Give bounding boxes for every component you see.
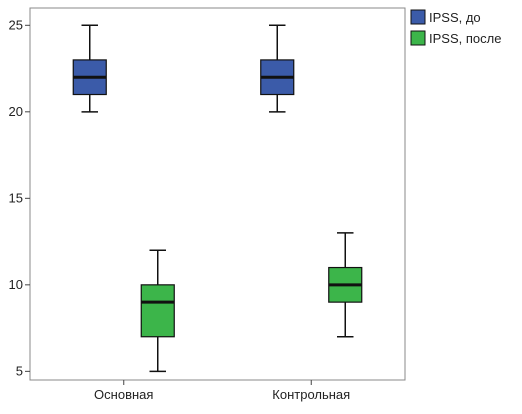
box-after [140, 249, 175, 373]
x-axis: Основная Контрольная [94, 380, 350, 402]
box-before [72, 24, 107, 113]
legend-label: IPSS, до [429, 10, 481, 25]
y-tick-label: 20 [9, 104, 23, 119]
y-tick-label: 10 [9, 277, 23, 292]
box-before [260, 24, 295, 113]
legend-label: IPSS, после [429, 31, 501, 46]
y-axis: 5 10 15 20 25 [9, 17, 30, 378]
x-category-label: Основная [94, 387, 153, 402]
y-tick-label: 5 [16, 363, 23, 378]
y-tick-label: 15 [9, 190, 23, 205]
y-tick-label: 25 [9, 17, 23, 32]
iqr-box [140, 284, 175, 338]
legend-swatch [410, 9, 426, 25]
legend-swatch [410, 30, 426, 46]
box-after [328, 232, 363, 338]
box-series [72, 24, 363, 373]
legend: IPSS, до IPSS, после [410, 9, 501, 46]
x-category-label: Контрольная [272, 387, 350, 402]
